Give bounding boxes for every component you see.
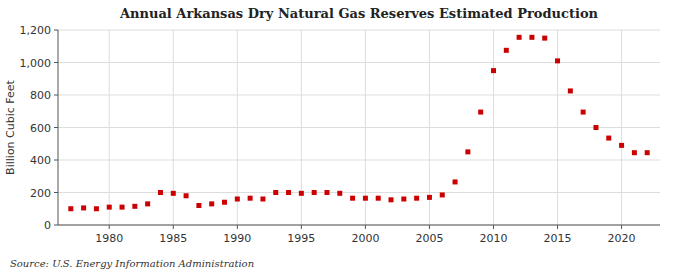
point (542, 36, 547, 41)
point (555, 58, 560, 63)
x-tick (173, 225, 174, 229)
point (312, 190, 317, 195)
x-tick (621, 225, 622, 229)
point (427, 195, 432, 200)
point (324, 190, 329, 195)
x-tick-label: 1985 (159, 232, 187, 245)
x-tick (493, 225, 494, 229)
grid (58, 30, 660, 225)
point (337, 191, 342, 196)
x-tick (429, 225, 430, 229)
x-grid-line (109, 30, 110, 225)
y-grid-line (58, 127, 660, 128)
x-tick-label: 2010 (479, 232, 507, 245)
point (260, 197, 265, 202)
x-tick-label: 2000 (351, 232, 379, 245)
axes: 0 200 400 600 800 1,000 1,200 1980 1985 1990 1995 2… (20, 24, 661, 245)
y-grid-line (58, 30, 660, 31)
point (68, 206, 73, 211)
y-grid-line (58, 95, 660, 96)
point (158, 190, 163, 195)
plot-area (58, 30, 660, 225)
point (209, 201, 214, 206)
y-tick (54, 62, 58, 63)
y-grid-line (58, 62, 660, 63)
x-tick (237, 225, 238, 229)
point (222, 200, 227, 205)
point (645, 150, 650, 155)
x-tick (557, 225, 558, 229)
x-tick-label: 2015 (544, 232, 572, 245)
point (414, 196, 419, 201)
x-tick (301, 225, 302, 229)
point (171, 191, 176, 196)
point (401, 197, 406, 202)
point (286, 190, 291, 195)
point (491, 68, 496, 73)
point (376, 196, 381, 201)
point (132, 204, 137, 209)
point (606, 136, 611, 141)
y-tick-label: 800 (30, 89, 51, 102)
point (568, 88, 573, 93)
x-grid-line (237, 30, 238, 225)
y-tick-label: 1,000 (20, 57, 52, 70)
y-tick-label: 400 (30, 154, 51, 167)
x-axis-line (58, 225, 660, 226)
point (440, 192, 445, 197)
point (81, 205, 86, 210)
point (107, 205, 112, 210)
y-tick-label: 600 (30, 122, 51, 135)
y-tick-label: 1,200 (20, 24, 52, 37)
x-grid-line (621, 30, 622, 225)
y-axis-label: Billion Cubic Feet (4, 79, 17, 174)
point (619, 143, 624, 148)
point (632, 150, 637, 155)
point (248, 196, 253, 201)
x-grid-line (493, 30, 494, 225)
chart: 0 200 400 600 800 1,000 1,200 1980 1985 1990 1995 2… (0, 0, 675, 275)
point (453, 179, 458, 184)
y-grid-line (58, 225, 660, 226)
point (94, 206, 99, 211)
x-tick-label: 1995 (287, 232, 315, 245)
y-tick (54, 30, 58, 31)
y-tick (54, 225, 58, 226)
y-tick (54, 160, 58, 161)
y-tick (54, 95, 58, 96)
point (350, 196, 355, 201)
x-tick-label: 1990 (223, 232, 251, 245)
points (68, 35, 649, 211)
y-tick-label: 0 (44, 219, 51, 232)
x-tick (109, 225, 110, 229)
x-tick-label: 1980 (95, 232, 123, 245)
y-tick-label: 200 (30, 187, 51, 200)
point (593, 125, 598, 130)
point (529, 35, 534, 40)
point (504, 48, 509, 53)
point (145, 201, 150, 206)
point (517, 35, 522, 40)
y-grid-line (58, 160, 660, 161)
x-tick (365, 225, 366, 229)
point (363, 196, 368, 201)
title: Annual Arkansas Dry Natural Gas Reserves… (119, 6, 599, 21)
source-note: Source: U.S. Energy Information Administ… (10, 258, 254, 269)
point (120, 205, 125, 210)
y-tick (54, 127, 58, 128)
y-grid-line (58, 192, 660, 193)
point (389, 197, 394, 202)
point (235, 197, 240, 202)
y-tick (54, 192, 58, 193)
point (299, 191, 304, 196)
point (581, 110, 586, 115)
x-tick-label: 2020 (608, 232, 636, 245)
point (465, 149, 470, 154)
point (478, 110, 483, 115)
point (184, 193, 189, 198)
point (196, 203, 201, 208)
point (273, 190, 278, 195)
x-tick-label: 2005 (415, 232, 443, 245)
y-axis-line (58, 30, 59, 225)
